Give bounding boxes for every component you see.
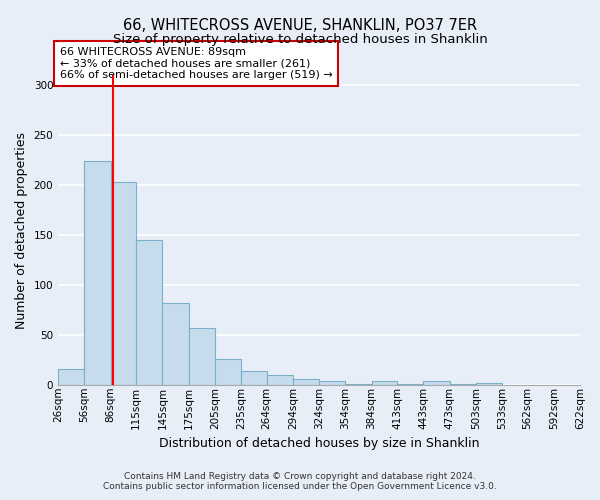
Bar	[58, 369, 85, 385]
Bar	[397, 384, 423, 385]
Bar	[163, 303, 188, 385]
Bar	[346, 384, 371, 385]
Bar	[319, 381, 346, 385]
Text: Contains public sector information licensed under the Open Government Licence v3: Contains public sector information licen…	[103, 482, 497, 491]
Bar	[449, 384, 476, 385]
Bar	[136, 240, 163, 385]
Bar	[371, 381, 397, 385]
Bar	[85, 161, 111, 385]
Bar	[293, 379, 319, 385]
Bar	[241, 371, 266, 385]
Bar	[476, 383, 502, 385]
Bar	[423, 381, 449, 385]
Text: Size of property relative to detached houses in Shanklin: Size of property relative to detached ho…	[113, 32, 487, 46]
Text: 66 WHITECROSS AVENUE: 89sqm
← 33% of detached houses are smaller (261)
66% of se: 66 WHITECROSS AVENUE: 89sqm ← 33% of det…	[60, 47, 332, 80]
Text: Contains HM Land Registry data © Crown copyright and database right 2024.: Contains HM Land Registry data © Crown c…	[124, 472, 476, 481]
X-axis label: Distribution of detached houses by size in Shanklin: Distribution of detached houses by size …	[159, 437, 479, 450]
Bar	[266, 375, 293, 385]
Bar	[111, 182, 136, 385]
Bar	[188, 328, 215, 385]
Text: 66, WHITECROSS AVENUE, SHANKLIN, PO37 7ER: 66, WHITECROSS AVENUE, SHANKLIN, PO37 7E…	[123, 18, 477, 32]
Y-axis label: Number of detached properties: Number of detached properties	[15, 132, 28, 328]
Bar	[215, 359, 241, 385]
